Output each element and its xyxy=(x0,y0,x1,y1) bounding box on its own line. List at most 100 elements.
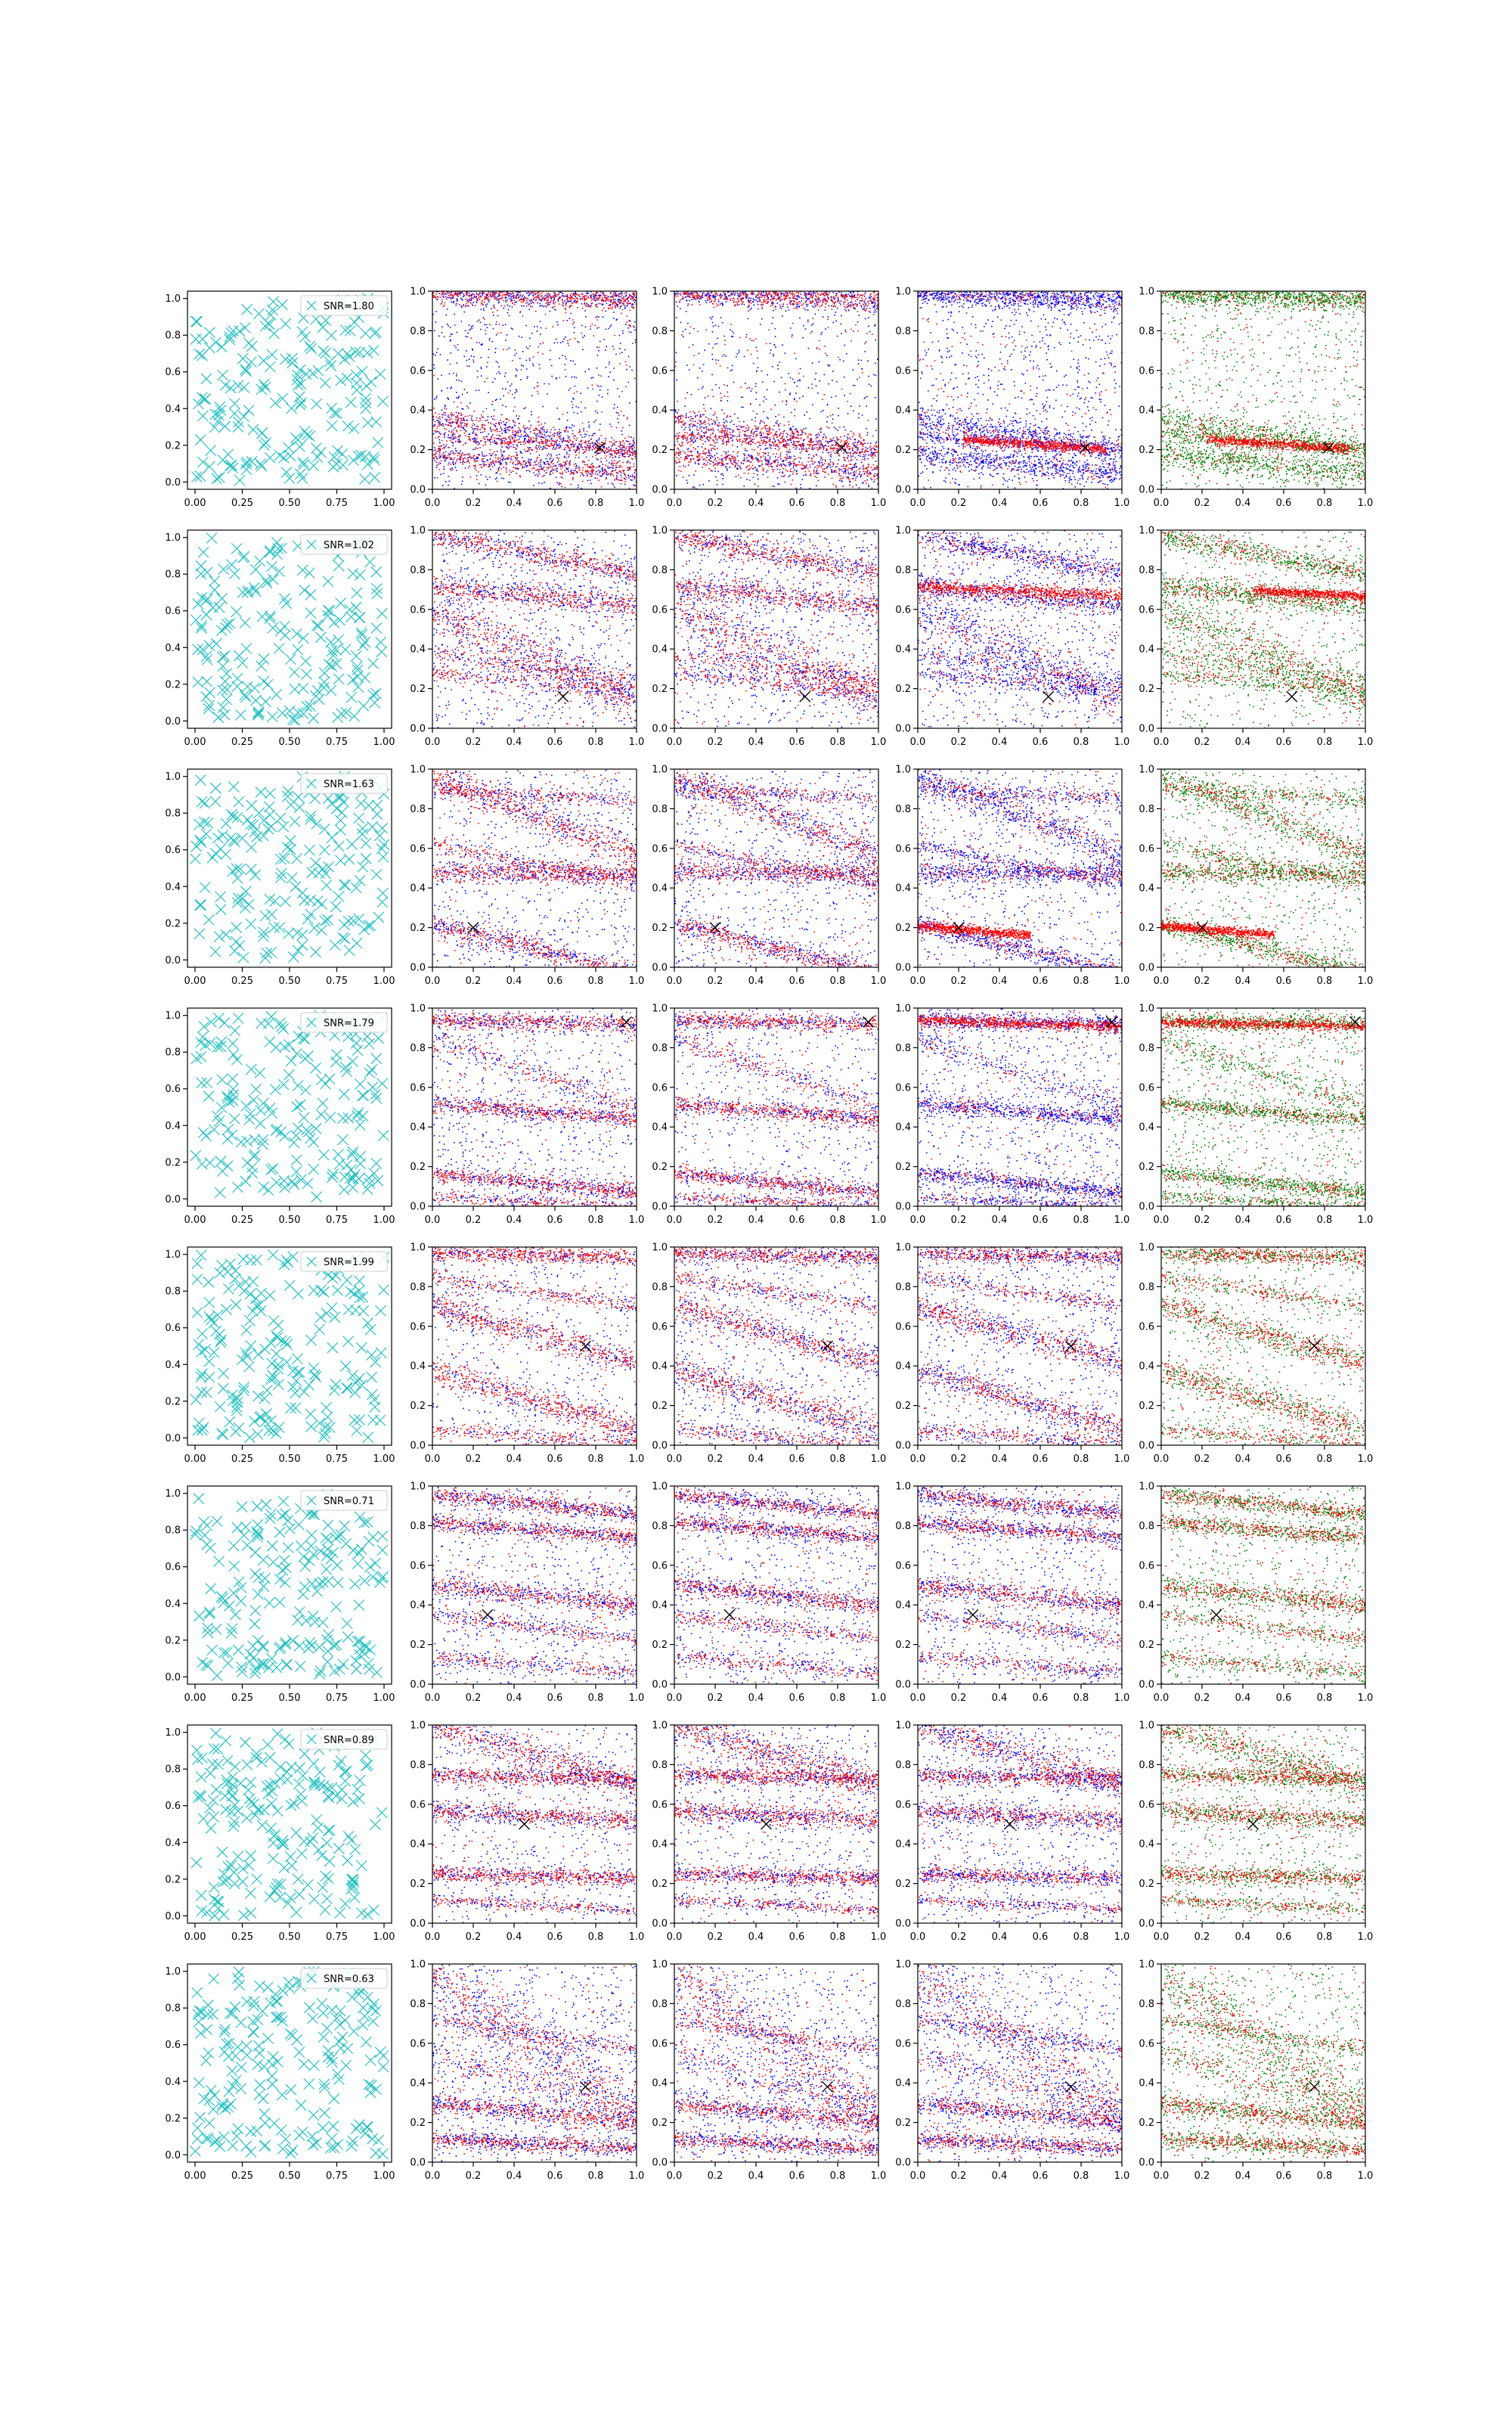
row7-col4-x-tick-label: 0.6 xyxy=(1033,1931,1049,1943)
row7-col2-y-tick-label: 0.8 xyxy=(410,1760,426,1771)
row5-col2-y-tick-label: 0.0 xyxy=(410,1441,426,1452)
row2-col2-x-tick-label: 0.0 xyxy=(425,737,441,748)
row8-col5-x-tick-label: 0.0 xyxy=(1154,2170,1170,2182)
row2-col1-y-tick-label: 1.0 xyxy=(165,532,181,544)
row4-col4-x-tick-label: 0.4 xyxy=(992,1215,1008,1226)
row3-col5-y-tick-label: 0.4 xyxy=(1139,883,1154,895)
row7-col1-y-tick-label: 0.8 xyxy=(165,1764,181,1776)
row6-col4-x-tick-label: 0.6 xyxy=(1033,1692,1049,1704)
row2-col3-x-tick-label: 0.4 xyxy=(748,737,764,748)
row8-col4-y-tick-label: 0.4 xyxy=(895,2078,911,2090)
row5-col1-y-tick-label: 1.0 xyxy=(165,1249,181,1261)
row5-col3-x-tick-label: 0.8 xyxy=(830,1454,846,1465)
row4-col3-y-tick-label: 0.8 xyxy=(652,1043,668,1054)
row3-col2-y-tick-label: 0.8 xyxy=(410,804,426,815)
row8-col4-x-tick-label: 0.6 xyxy=(1033,2170,1049,2182)
row3-col4-x-tick-label: 0.4 xyxy=(992,976,1008,987)
row6-col1-x-tick-label: 0.50 xyxy=(279,1692,301,1704)
row3-col2-y-tick-label: 0.6 xyxy=(410,843,426,855)
row4-col1-y-tick-label: 0.6 xyxy=(165,1084,181,1095)
row8-col3-x-tick-label: 0.4 xyxy=(748,2170,764,2182)
row6-col5-x-tick-label: 0.6 xyxy=(1276,1692,1292,1704)
row3-col1-y-tick-label: 0.6 xyxy=(165,845,181,856)
row8-col4-x-tick-label: 0.2 xyxy=(951,2170,967,2182)
row8-col1-x-tick-label: 0.00 xyxy=(184,2170,206,2182)
row3-col1-y-tick-label: 0.8 xyxy=(165,808,181,820)
row6-col3-y-tick-label: 0.6 xyxy=(652,1560,668,1571)
row3-col3-x-tick-label: 0.2 xyxy=(708,976,723,987)
row1-col1-legend-label: SNR=1.80 xyxy=(324,301,374,312)
row8-col4-y-tick-label: 0.6 xyxy=(895,2038,911,2049)
row6-col5-y-tick-label: 0.4 xyxy=(1139,1600,1154,1612)
row7-col1-x-tick-label: 0.50 xyxy=(279,1931,301,1943)
row4-col4-x-tick-label: 0.8 xyxy=(1074,1215,1089,1226)
row4-col2-y-tick-label: 0.6 xyxy=(410,1082,426,1094)
row1-col4-y-tick-label: 0.0 xyxy=(895,485,911,496)
row3-col2-x-tick-label: 0.2 xyxy=(466,976,482,987)
row1-col1-y-tick-label: 0.6 xyxy=(165,367,181,378)
row7-col5-y-tick-label: 0.2 xyxy=(1139,1879,1154,1890)
row4-col3-x-tick-label: 0.8 xyxy=(830,1215,846,1226)
row2-col4-x-tick-label: 0.4 xyxy=(992,737,1008,748)
row1-col3-x-tick-label: 0.2 xyxy=(708,498,723,509)
row7-col4-y-tick-label: 0.0 xyxy=(895,1919,911,1930)
row4-col4-y-tick-label: 1.0 xyxy=(895,1004,911,1015)
row6-col2-x-tick-label: 1.0 xyxy=(629,1692,645,1704)
row2-col3-y-tick-label: 0.0 xyxy=(652,724,668,735)
row5-col5-y-tick-label: 0.0 xyxy=(1139,1441,1154,1452)
row2-col2-y-tick-label: 0.6 xyxy=(410,604,426,616)
row6-col4-x-tick-label: 0.8 xyxy=(1074,1692,1089,1704)
row1-col3-x-tick-label: 0.4 xyxy=(748,498,764,509)
row8-col4-x-tick-label: 0.0 xyxy=(910,2170,926,2182)
row8-col5-y-tick-label: 1.0 xyxy=(1139,1959,1154,1971)
row8-col3-x-tick-label: 0.2 xyxy=(708,2170,723,2182)
row7-col5-x-tick-label: 0.8 xyxy=(1317,1931,1333,1943)
row4-col1-y-tick-label: 1.0 xyxy=(165,1010,181,1022)
row3-col3-x-tick-label: 0.6 xyxy=(789,976,805,987)
row1-col3-y-tick-label: 0.8 xyxy=(652,326,668,337)
row6-col1-y-tick-label: 0.6 xyxy=(165,1562,181,1573)
row2-col1-x-tick-label: 0.75 xyxy=(326,737,348,748)
row6-col3-y-tick-label: 0.2 xyxy=(652,1640,668,1651)
row7-col3-x-tick-label: 0.4 xyxy=(748,1931,764,1943)
row2-col2-y-tick-label: 0.2 xyxy=(410,684,426,695)
row3-col3-y-tick-label: 1.0 xyxy=(652,765,668,776)
row5-col2-x-tick-label: 0.8 xyxy=(588,1454,604,1465)
row6-col3-x-tick-label: 0.2 xyxy=(708,1692,723,1704)
row6-col4-y-tick-label: 0.2 xyxy=(895,1640,911,1651)
row4-col5-x-tick-label: 1.0 xyxy=(1358,1215,1374,1226)
row8-col2-y-tick-label: 0.8 xyxy=(410,1999,426,2010)
row6-col1-y-tick-label: 0.2 xyxy=(165,1635,181,1646)
row7-col1-y-tick-label: 0.0 xyxy=(165,1911,181,1922)
row2-col2-x-tick-label: 1.0 xyxy=(629,737,645,748)
row1-col4-x-tick-label: 1.0 xyxy=(1114,498,1130,509)
row4-col1-x-tick-label: 0.75 xyxy=(326,1215,348,1226)
row8-col1-x-tick-label: 1.00 xyxy=(373,2170,395,2182)
row6-col2-y-tick-label: 0.2 xyxy=(410,1640,426,1651)
row8-col3-x-tick-label: 0.6 xyxy=(789,2170,805,2182)
row4-col2-y-tick-label: 0.8 xyxy=(410,1043,426,1054)
row5-col2-x-tick-label: 1.0 xyxy=(629,1454,645,1465)
row6-col5-y-tick-label: 0.2 xyxy=(1139,1640,1154,1651)
row5-col3-x-tick-label: 0.4 xyxy=(748,1454,764,1465)
row3-col2-y-tick-label: 0.4 xyxy=(410,883,426,895)
row6-col1-x-tick-label: 0.00 xyxy=(184,1692,206,1704)
row5-col3-y-tick-label: 1.0 xyxy=(652,1243,668,1254)
row6-col2-x-tick-label: 0.2 xyxy=(466,1692,482,1704)
row2-col1-y-tick-label: 0.6 xyxy=(165,606,181,617)
row6-col4-x-tick-label: 0.2 xyxy=(951,1692,967,1704)
row8-col2-y-tick-label: 0.4 xyxy=(410,2078,426,2090)
row7-col3-y-tick-label: 0.8 xyxy=(652,1760,668,1771)
row2-col4-x-tick-label: 0.2 xyxy=(951,737,967,748)
row7-col1-x-tick-label: 0.25 xyxy=(231,1931,253,1943)
row8-col2-y-tick-label: 0.0 xyxy=(410,2158,426,2169)
row5-col4-x-tick-label: 0.4 xyxy=(992,1454,1008,1465)
row8-col1-y-tick-label: 0.8 xyxy=(165,2003,181,2015)
row5-col1-legend-label: SNR=1.99 xyxy=(324,1257,374,1268)
row5-col3-y-tick-label: 0.6 xyxy=(652,1321,668,1333)
row3-col4-y-tick-label: 0.4 xyxy=(895,883,911,895)
row6-col5-x-tick-label: 0.4 xyxy=(1235,1692,1251,1704)
row8-col3-x-tick-label: 0.0 xyxy=(667,2170,683,2182)
row6-col2-x-tick-label: 0.0 xyxy=(425,1692,441,1704)
row3-col4-y-tick-label: 0.2 xyxy=(895,923,911,934)
